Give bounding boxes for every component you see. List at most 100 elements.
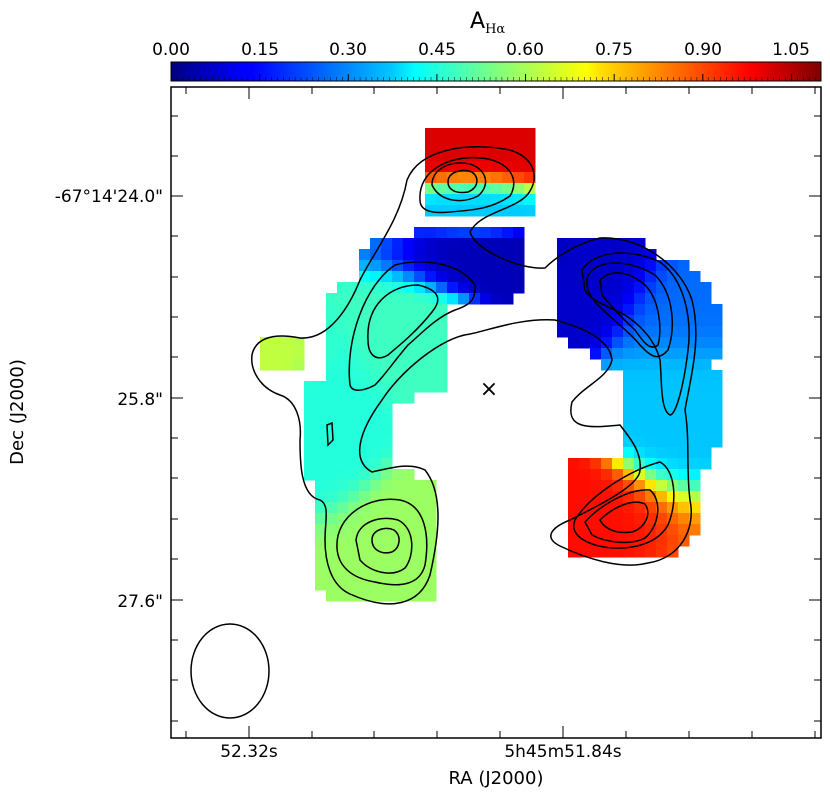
heatmap-cell — [645, 546, 657, 558]
heatmap-cell — [700, 403, 712, 415]
heatmap-cell — [403, 359, 415, 371]
heatmap-cell — [513, 205, 525, 217]
heatmap-cell — [414, 227, 426, 239]
heatmap-cell — [370, 535, 382, 547]
heatmap-cell — [414, 293, 426, 305]
heatmap-cell — [315, 491, 327, 503]
heatmap-cell — [425, 315, 437, 327]
heatmap-cell — [678, 381, 690, 393]
heatmap-cell — [326, 557, 338, 569]
heatmap-cell — [403, 260, 415, 272]
heatmap-cell — [480, 205, 492, 217]
colorbar-label-main: A — [470, 9, 485, 34]
heatmap-cell — [491, 161, 503, 173]
heatmap-cell — [634, 502, 646, 514]
heatmap-cell — [667, 535, 679, 547]
heatmap-cell — [612, 480, 624, 492]
heatmap-cell — [414, 568, 426, 580]
heatmap-cell — [711, 304, 723, 316]
heatmap-cell — [601, 282, 613, 294]
heatmap-cell — [348, 447, 360, 459]
heatmap-cell — [634, 425, 646, 437]
heatmap-cell — [601, 260, 613, 272]
heatmap-cell — [337, 568, 349, 580]
heatmap-cell — [348, 557, 360, 569]
heatmap-cell — [491, 271, 503, 283]
heatmap-cell — [436, 348, 448, 360]
heatmap-cell — [293, 348, 305, 360]
heatmap-cell — [436, 326, 448, 338]
heatmap-cell — [689, 282, 701, 294]
heatmap-cell — [634, 491, 646, 503]
heatmap-cell — [359, 480, 371, 492]
heatmap-cell — [711, 392, 723, 404]
heatmap-cell — [315, 513, 327, 525]
heatmap-cell — [579, 315, 591, 327]
heatmap-cell — [359, 491, 371, 503]
heatmap-cell — [425, 513, 437, 525]
heatmap-cell — [590, 469, 602, 481]
heatmap-cell — [381, 271, 393, 283]
heatmap-cell — [315, 480, 327, 492]
colorbar-tick-labels: 0.00 0.15 0.30 0.45 0.60 0.75 0.90 1.05 — [152, 40, 810, 60]
heatmap-cell — [414, 249, 426, 261]
heatmap-cell — [447, 183, 459, 195]
heatmap-cell — [392, 326, 404, 338]
heatmap-cell — [700, 337, 712, 349]
heatmap-cell — [436, 381, 448, 393]
heatmap-cell — [392, 381, 404, 393]
heatmap-cell — [436, 227, 448, 239]
heatmap-cell — [348, 491, 360, 503]
heatmap-cell — [667, 271, 679, 283]
heatmap-cell — [381, 502, 393, 514]
heatmap-cell — [458, 172, 470, 184]
contour-bottom-right-core — [599, 501, 649, 534]
heatmap-cell — [623, 315, 635, 327]
heatmap-cell — [337, 315, 349, 327]
heatmap-cell — [634, 436, 646, 448]
heatmap-cell — [359, 590, 371, 602]
heatmap-cell — [447, 238, 459, 250]
heatmap-cell — [469, 238, 481, 250]
heatmap-cell — [623, 304, 635, 316]
heatmap-cell — [282, 348, 294, 360]
heatmap-cell — [403, 469, 415, 481]
heatmap-cell — [425, 183, 437, 195]
heatmap-cell — [436, 304, 448, 316]
heatmap-cell — [513, 282, 525, 294]
heatmap-cell — [425, 161, 437, 173]
heatmap-cell — [513, 161, 525, 173]
heatmap-cell — [337, 480, 349, 492]
heatmap-cell — [623, 447, 635, 459]
heatmap-cell — [502, 128, 514, 140]
heatmap-cell — [425, 194, 437, 206]
heatmap-cell — [337, 524, 349, 536]
heatmap-cell — [359, 315, 371, 327]
heatmap-cell — [480, 139, 492, 151]
heatmap-cell — [392, 348, 404, 360]
heatmap-cell — [579, 469, 591, 481]
heatmap-cell — [601, 524, 613, 536]
heatmap-cell — [601, 238, 613, 250]
heatmap-cell — [689, 414, 701, 426]
heatmap-cell — [678, 392, 690, 404]
heatmap-cell — [436, 282, 448, 294]
heatmap-cell — [623, 414, 635, 426]
heatmap-cell — [370, 447, 382, 459]
heatmap-cell — [425, 227, 437, 239]
heatmap-cell — [480, 260, 492, 272]
heatmap-cell — [447, 227, 459, 239]
heatmap-cell — [370, 502, 382, 514]
heatmap-cell — [403, 480, 415, 492]
heatmap-cell — [326, 381, 338, 393]
heatmap-cell — [612, 491, 624, 503]
heatmap-cell — [326, 370, 338, 382]
x-tick-label: 5h45m51.84s — [504, 742, 621, 762]
heatmap-cell — [414, 359, 426, 371]
heatmap-cell — [645, 315, 657, 327]
heatmap-cell — [502, 260, 514, 272]
heatmap-cell — [634, 337, 646, 349]
heatmap-cell — [370, 260, 382, 272]
heatmap-cell — [381, 326, 393, 338]
heatmap-cell — [513, 194, 525, 206]
